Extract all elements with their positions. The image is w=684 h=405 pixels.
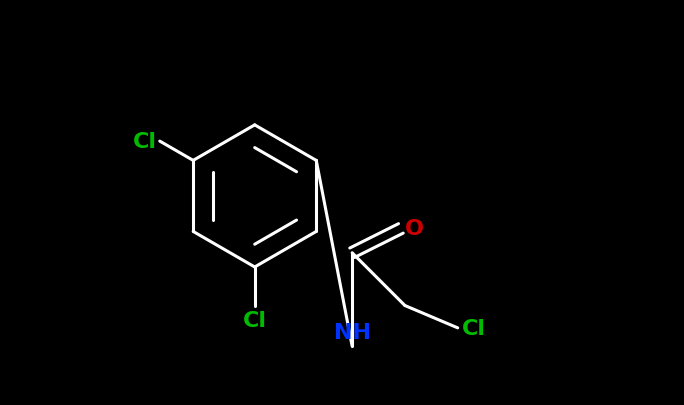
Text: NH: NH [334,322,371,342]
Text: Cl: Cl [462,318,486,338]
Text: Cl: Cl [243,310,267,330]
Text: Cl: Cl [133,132,157,152]
Text: O: O [405,219,424,239]
